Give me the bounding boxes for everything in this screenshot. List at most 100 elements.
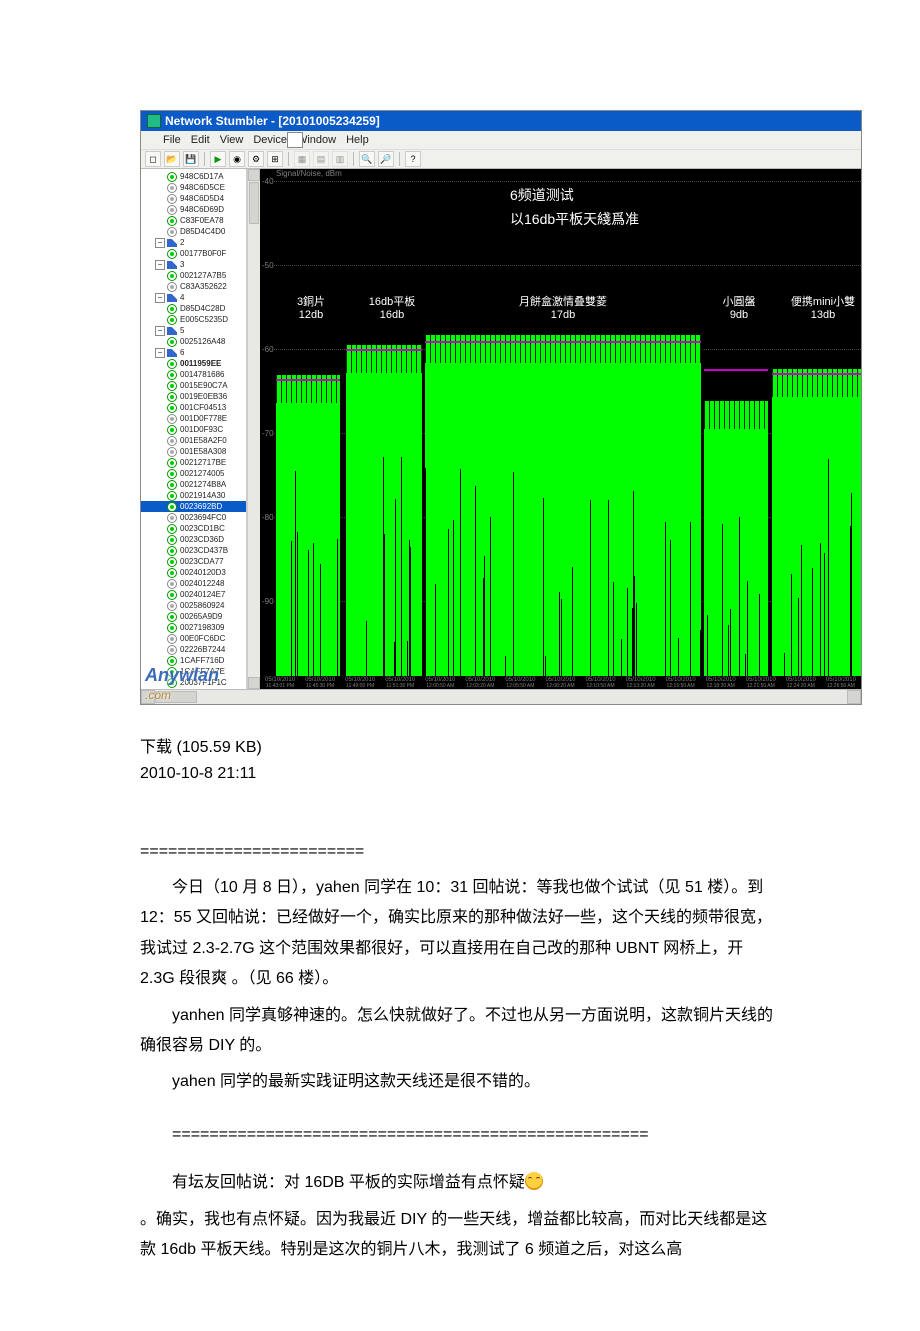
toolbar-help[interactable]: ? — [405, 151, 421, 167]
tree-node[interactable]: 0023692BD — [141, 501, 246, 512]
toolbar-play[interactable]: ▶ — [210, 151, 226, 167]
tree-node[interactable]: 0024012248 — [141, 578, 246, 589]
tree-node[interactable]: 001CF04513 — [141, 402, 246, 413]
x-tick-label: 05/10/201011:43:01 PM — [260, 676, 300, 689]
collapse-icon[interactable]: − — [155, 326, 165, 336]
status-dot-icon — [167, 480, 177, 490]
status-dot-icon — [167, 304, 177, 314]
x-tick-label: 05/10/201012:05:50 AM — [500, 676, 540, 689]
signal-chart: Signal/Noise, dBm 6频道测试 以16db平板天綫爲准 www.… — [260, 169, 861, 689]
tree-node[interactable]: 0023CD36D — [141, 534, 246, 545]
toolbar-config[interactable]: ⚙ — [248, 151, 264, 167]
tree-node[interactable]: 0019E0EB36 — [141, 391, 246, 402]
tree-node[interactable]: 00240120D3 — [141, 567, 246, 578]
menu-file[interactable]: File — [163, 134, 181, 146]
tree-node[interactable]: 0021274005 — [141, 468, 246, 479]
x-tick-label: 05/10/201012:03:20 AM — [460, 676, 500, 689]
tree-node[interactable]: 0025126A48 — [141, 336, 246, 347]
tree-node[interactable]: 0023CD437B — [141, 545, 246, 556]
menu-edit[interactable]: Edit — [191, 134, 210, 146]
status-dot-icon — [167, 271, 177, 281]
tree-scrollbar[interactable] — [247, 169, 260, 689]
menu-device[interactable]: Device — [253, 134, 287, 146]
chart-region-label: 月餅盒激情叠雙菱 — [438, 293, 688, 309]
status-dot-icon — [167, 579, 177, 589]
collapse-icon[interactable]: − — [155, 293, 165, 303]
chart-region-label: 便携mini小雙 — [780, 293, 861, 309]
status-dot-icon — [167, 359, 177, 369]
horizontal-scrollbar[interactable] — [141, 689, 861, 704]
logo-sub: .com — [145, 688, 171, 702]
tree-node[interactable]: 0023694FC0 — [141, 512, 246, 523]
tree-node[interactable]: D85D4C28D — [141, 303, 246, 314]
tree-node[interactable]: 001E58A308 — [141, 446, 246, 457]
tree-node[interactable]: 0025860924 — [141, 600, 246, 611]
tree-channel[interactable]: −6 — [141, 347, 246, 358]
paragraph-2: yanhen 同学真够神速的。怎么快就做好了。不过也从另一方面说明，这款铜片天线… — [140, 1001, 780, 1062]
status-dot-icon — [167, 568, 177, 578]
section-divider-2: ========================================… — [140, 1120, 780, 1150]
chart-region-value: 17db — [438, 309, 688, 321]
menubar: File Edit View Device Window Help — [141, 131, 861, 149]
toolbar-new[interactable]: ◻ — [145, 151, 161, 167]
tree-node[interactable]: 0015E90C7A — [141, 380, 246, 391]
control-box-icon[interactable] — [287, 132, 303, 148]
tree-node[interactable]: 948C6D69D — [141, 204, 246, 215]
tree-node[interactable]: 0021914A30 — [141, 490, 246, 501]
toolbar-target[interactable]: ◉ — [229, 151, 245, 167]
tree-node[interactable]: 00212717BE — [141, 457, 246, 468]
tree-node[interactable]: 001D0F93C — [141, 424, 246, 435]
tree-node[interactable]: E005C5235D — [141, 314, 246, 325]
tree-node[interactable]: 00240124E7 — [141, 589, 246, 600]
tree-channel[interactable]: −5 — [141, 325, 246, 336]
tree-node[interactable]: C83F0EA78 — [141, 215, 246, 226]
status-dot-icon — [167, 535, 177, 545]
tree-node[interactable]: C83A352622 — [141, 281, 246, 292]
tree-node[interactable]: D85D4C4D0 — [141, 226, 246, 237]
status-dot-icon — [167, 227, 177, 237]
tree-node[interactable]: 00265A9D9 — [141, 611, 246, 622]
logo-overlay: Anywlan .com — [145, 666, 219, 702]
menu-view[interactable]: View — [220, 134, 244, 146]
toolbar-zoom-in[interactable]: 🔍 — [359, 151, 375, 167]
tree-node[interactable]: 0021274B8A — [141, 479, 246, 490]
chart-region-value: 12db — [276, 309, 346, 321]
status-dot-icon — [167, 634, 177, 644]
toolbar-save[interactable]: 💾 — [183, 151, 199, 167]
tree-node[interactable]: 001D0F778E — [141, 413, 246, 424]
menu-help[interactable]: Help — [346, 134, 369, 146]
ssid-tree[interactable]: 948C6D17A948C6D5CE948C6D5D4948C6D69DC83F… — [141, 169, 247, 689]
collapse-icon[interactable]: − — [155, 238, 165, 248]
tree-channel[interactable]: −3 — [141, 259, 246, 270]
tree-node[interactable]: 948C6D5CE — [141, 182, 246, 193]
tree-node[interactable]: 00E0FC6DC — [141, 633, 246, 644]
download-link[interactable]: 下载 (105.59 KB) — [140, 733, 780, 757]
toolbar-zoom-out[interactable]: 🔎 — [378, 151, 394, 167]
tree-node[interactable]: 0023CDA77 — [141, 556, 246, 567]
tree-node[interactable]: 948C6D17A — [141, 171, 246, 182]
tree-node[interactable]: 0014781686 — [141, 369, 246, 380]
tree-node[interactable]: 002127A7B5 — [141, 270, 246, 281]
tree-node[interactable]: 0023CD1BC — [141, 523, 246, 534]
status-dot-icon — [167, 469, 177, 479]
tree-node[interactable]: 0027198309 — [141, 622, 246, 633]
tree-node[interactable]: 00177B0F0F — [141, 248, 246, 259]
status-dot-icon — [167, 590, 177, 600]
status-dot-icon — [167, 205, 177, 215]
status-dot-icon — [167, 370, 177, 380]
tree-node[interactable]: 948C6D5D4 — [141, 193, 246, 204]
collapse-icon[interactable]: − — [155, 348, 165, 358]
status-dot-icon — [167, 216, 177, 226]
status-dot-icon — [167, 656, 177, 666]
collapse-icon[interactable]: − — [155, 260, 165, 270]
tree-node[interactable]: 02226B7244 — [141, 644, 246, 655]
tree-node[interactable]: 001E58A2F0 — [141, 435, 246, 446]
toolbar-opts[interactable]: ⊞ — [267, 151, 283, 167]
toolbar-open[interactable]: 📂 — [164, 151, 180, 167]
tree-channel[interactable]: −2 — [141, 237, 246, 248]
status-dot-icon — [167, 249, 177, 259]
tree-channel[interactable]: −4 — [141, 292, 246, 303]
tree-node[interactable]: 0011959EE — [141, 358, 246, 369]
status-dot-icon — [167, 414, 177, 424]
caption-timestamp: 2010-10-8 21:11 — [140, 765, 780, 783]
